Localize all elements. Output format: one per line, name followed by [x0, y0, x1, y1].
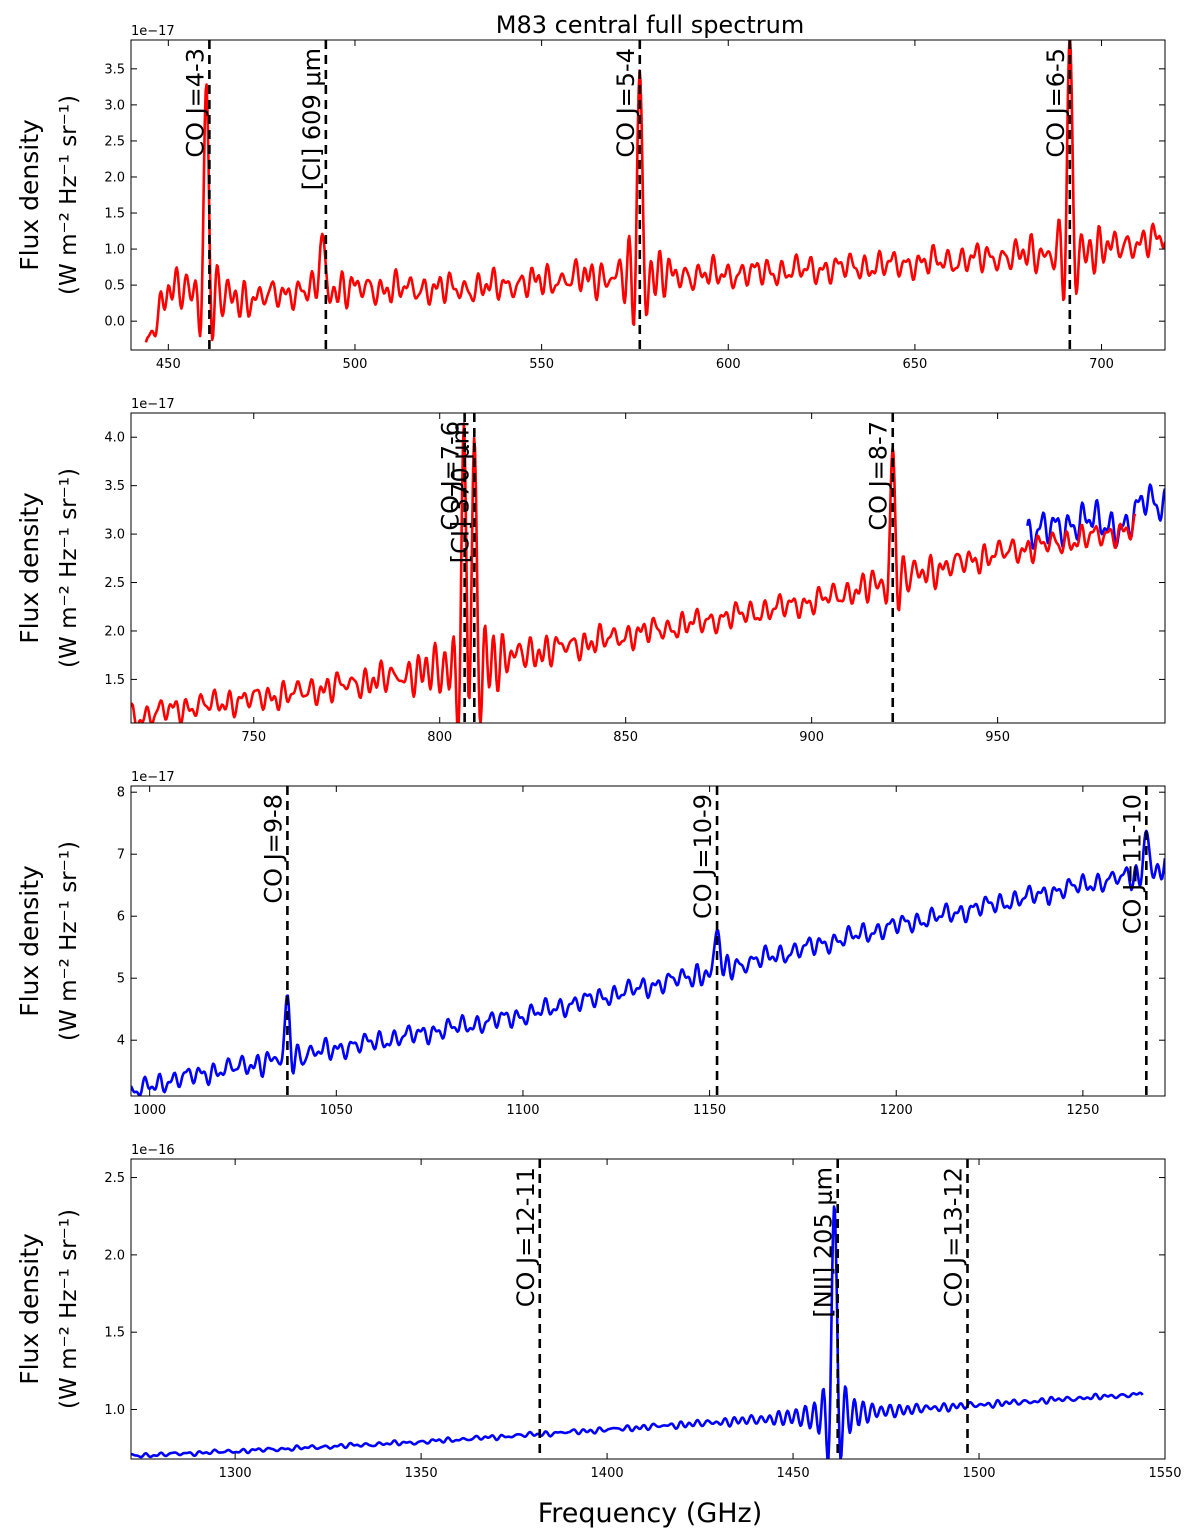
x-tick-label: 550 [529, 357, 554, 372]
x-axis-label: Frequency (GHz) [538, 1498, 763, 1529]
line-marker-label: CO J=9-8 [259, 794, 287, 904]
y-offset-multiplier: 1e−17 [131, 770, 175, 785]
y-axis-unit-label: (W m⁻² Hz⁻¹ sr⁻¹) [56, 841, 82, 1041]
chart-title: M83 central full spectrum [496, 11, 805, 39]
line-marker-label: CO J=6-5 [1042, 48, 1070, 158]
y-tick-label: 1.5 [104, 207, 125, 222]
y-tick-label: 5 [117, 972, 125, 987]
y-tick-label: 1.5 [104, 673, 125, 688]
y-axis-label: Flux density [15, 1233, 44, 1385]
spectrum-ssw-line [131, 1205, 1144, 1459]
line-marker-label: [CI] 370 μm [446, 421, 474, 563]
x-tick-label: 1000 [133, 1103, 166, 1118]
panel-4: CO J=12-11 [NII] 205 μm CO J=13-12 1300 1350… [15, 1143, 1182, 1481]
panel-frame [130, 412, 1166, 724]
x-tick-label: 1350 [405, 1466, 438, 1481]
panel-1: CO J=4-3 [CI] 609 μm CO J=5-4 CO J=6-5 450 50… [15, 24, 1166, 372]
x-tick-label: 1100 [506, 1103, 539, 1118]
y-axis-label: Flux density [15, 492, 44, 644]
y-tick-label: 4 [117, 1034, 125, 1049]
y-axis-label: Flux density [15, 119, 44, 271]
x-tick-label: 1450 [777, 1466, 810, 1481]
spectrum-slw-line [131, 422, 1137, 723]
y-offset-multiplier: 1e−17 [131, 397, 175, 412]
y-tick-label: 2.5 [104, 134, 125, 149]
y-tick-label: 3.0 [104, 98, 125, 113]
panel-2: CO J=7-6[CI] 370 μm CO J=8-7 750 800 850 900 9… [15, 397, 1166, 745]
y-tick-label: 0.5 [104, 279, 125, 294]
y-tick-label: 4.0 [104, 431, 125, 446]
line-marker-label: [CI] 609 μm [298, 48, 326, 190]
panel-frame [130, 1158, 1166, 1460]
y-offset-multiplier: 1e−16 [131, 1143, 175, 1158]
x-tick-label: 600 [716, 357, 741, 372]
spectrum-ssw-line [131, 829, 1165, 1096]
x-tick-label: 850 [613, 730, 638, 745]
y-axis-label: Flux density [15, 865, 44, 1017]
y-tick-label: 1.5 [104, 1326, 125, 1341]
panel-frame [130, 785, 1166, 1097]
x-tick-label: 1550 [1148, 1466, 1181, 1481]
x-tick-label: 450 [156, 357, 181, 372]
y-tick-label: 2.5 [104, 1171, 125, 1186]
x-tick-label: 800 [427, 730, 452, 745]
line-marker-label: CO J=13-12 [939, 1167, 967, 1307]
y-tick-label: 0.0 [104, 315, 125, 330]
y-tick-label: 2.0 [104, 624, 125, 639]
x-tick-label: 1250 [1066, 1103, 1099, 1118]
x-tick-label: 1050 [320, 1103, 353, 1118]
y-tick-label: 8 [117, 786, 125, 801]
x-tick-label: 1500 [962, 1466, 995, 1481]
line-marker-label: CO J=10-9 [689, 794, 717, 919]
line-marker-label: [NII] 205 μm [810, 1167, 838, 1318]
y-offset-multiplier: 1e−17 [131, 24, 175, 39]
spectrum-ssw-line [1026, 483, 1165, 550]
y-tick-label: 3.0 [104, 528, 125, 543]
x-tick-label: 1150 [693, 1103, 726, 1118]
line-marker-label: CO J=11-10 [1118, 794, 1146, 934]
x-tick-label: 900 [799, 730, 824, 745]
line-marker-label: CO J=7-6 [437, 421, 465, 531]
y-tick-label: 3.5 [104, 479, 125, 494]
line-marker-label: CO J=4-3 [181, 48, 209, 158]
y-tick-label: 7 [117, 848, 125, 863]
y-axis-unit-label: (W m⁻² Hz⁻¹ sr⁻¹) [56, 95, 82, 295]
panel-frame [130, 39, 1166, 351]
y-tick-label: 1.0 [104, 1403, 125, 1418]
y-axis-unit-label: (W m⁻² Hz⁻¹ sr⁻¹) [56, 468, 82, 668]
panel-3: CO J=9-8 CO J=10-9 CO J=11-10 1000 1050 1100 1… [15, 770, 1166, 1118]
x-tick-label: 1300 [219, 1466, 252, 1481]
line-marker-label: CO J=12-11 [512, 1167, 540, 1307]
y-tick-label: 2.5 [104, 576, 125, 591]
x-tick-label: 500 [343, 357, 368, 372]
spectrum-slw-line [144, 40, 1165, 343]
x-tick-label: 700 [1089, 357, 1114, 372]
y-tick-label: 2.0 [104, 1248, 125, 1263]
y-tick-label: 2.0 [104, 170, 125, 185]
x-tick-label: 1200 [880, 1103, 913, 1118]
x-tick-label: 750 [241, 730, 266, 745]
y-tick-label: 6 [117, 910, 125, 925]
line-marker-label: CO J=5-4 [612, 48, 640, 158]
x-tick-label: 1400 [591, 1466, 624, 1481]
line-marker-label: CO J=8-7 [865, 421, 893, 531]
x-tick-label: 950 [985, 730, 1010, 745]
y-tick-label: 3.5 [104, 62, 125, 77]
y-tick-label: 1.0 [104, 243, 125, 258]
y-axis-unit-label: (W m⁻² Hz⁻¹ sr⁻¹) [56, 1209, 82, 1409]
x-tick-label: 650 [902, 357, 927, 372]
